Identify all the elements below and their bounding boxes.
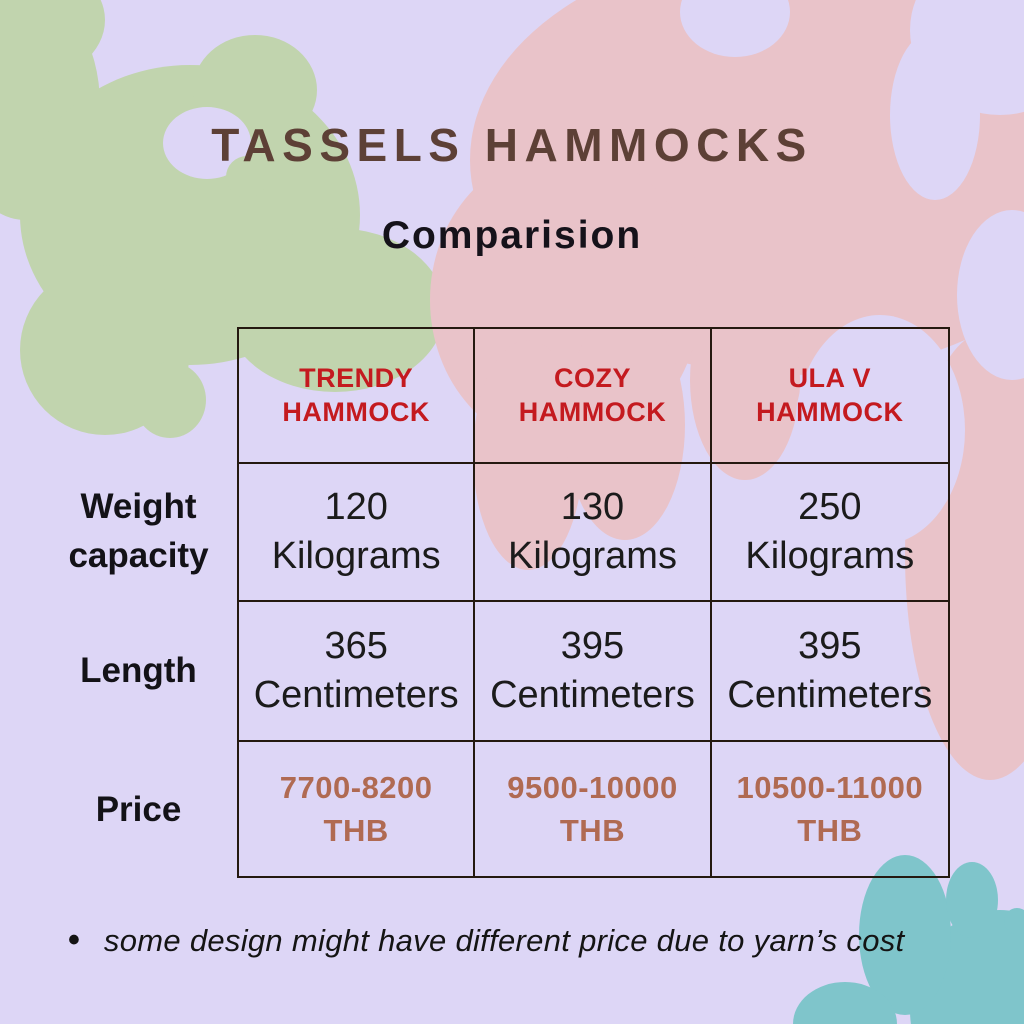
cell-weight-trendy: 120 Kilograms	[239, 464, 476, 602]
bullet-icon: •	[68, 921, 80, 959]
page-title: TASSELS HAMMOCKS	[211, 119, 813, 171]
footnote: • some design might have different price…	[68, 920, 1008, 961]
teal-splash	[793, 855, 1024, 1024]
cell-length-trendy: 365 Centimeters	[239, 602, 476, 742]
cell-weight-ula-v: 250 Kilograms	[711, 464, 948, 602]
row-label-length: Length	[80, 650, 197, 690]
column-header-ula-v-hammock: ULA V HAMMOCK	[711, 329, 948, 464]
cell-price-ula-v: 10500-11000 THB	[736, 769, 924, 848]
comparison-table: TRENDY HAMMOCK COZY HAMMOCK ULA V HAMMOC…	[237, 327, 950, 878]
pink-splash	[430, 0, 1024, 780]
green-splash	[0, 0, 445, 438]
cell-length-cozy: 395 Centimeters	[475, 602, 712, 742]
page-subtitle: Comparision	[381, 214, 643, 257]
footnote-text: some design might have different price d…	[103, 923, 905, 958]
column-header-cozy-hammock: COZY HAMMOCK	[475, 329, 712, 464]
row-label-weight-capacity: Weight capacity	[68, 487, 209, 575]
cell-weight-cozy: 130 Kilograms	[475, 464, 712, 602]
green-splash-hole	[163, 107, 251, 179]
column-header-trendy-hammock: TRENDY HAMMOCK	[239, 329, 476, 464]
row-label-price: Price	[95, 789, 182, 829]
pink-splash-holes	[680, 0, 1024, 545]
cell-length-ula-v: 395 Centimeters	[711, 602, 948, 742]
green-splash-dot	[226, 156, 268, 198]
cell-price-trendy: 7700-8200 THB	[239, 742, 476, 876]
table-row-labels: Weight capacity Length Price	[40, 327, 237, 878]
cell-price-cozy: 9500-10000 THB	[475, 742, 712, 876]
